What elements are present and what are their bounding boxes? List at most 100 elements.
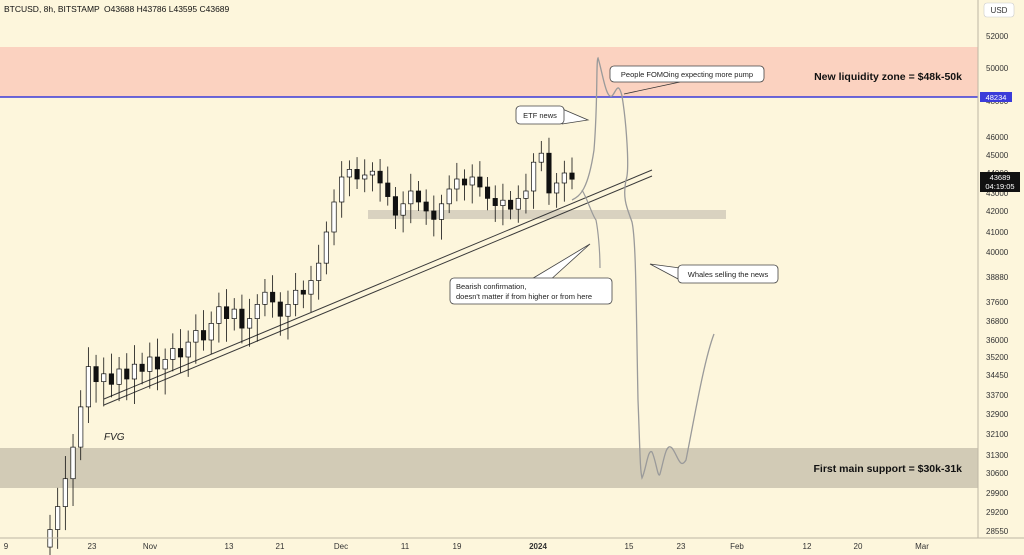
ohlc-header: O43688 H43786 L43595 C43689 (104, 4, 230, 14)
x-tick-label: 13 (225, 542, 234, 551)
candle-body (208, 323, 214, 341)
x-tick-label: 11 (401, 542, 410, 551)
candle-body (515, 198, 521, 210)
candle-body (108, 373, 114, 385)
candle-body (461, 178, 468, 186)
x-tick-label: Nov (143, 542, 157, 551)
projection-path (571, 56, 715, 480)
candle-body (270, 291, 276, 303)
y-tick-label: 38880 (986, 273, 1009, 282)
svg-text:doesn't matter if from higher: doesn't matter if from higher or from he… (456, 292, 592, 301)
y-tick-label: 32900 (986, 410, 1009, 419)
candle-body (431, 210, 437, 220)
candle-body (346, 169, 352, 178)
support-zone (0, 448, 978, 488)
candle-body (538, 152, 544, 163)
y-tick-label: 35200 (986, 353, 1009, 362)
candle-body (400, 203, 406, 216)
candle-body (446, 188, 452, 205)
candle-body (531, 161, 537, 192)
x-tick-label: 15 (625, 542, 634, 551)
x-tick-label: Mar (915, 542, 929, 551)
svg-text:48234: 48234 (986, 93, 1007, 102)
x-axis-ticks: 9 23 Nov 13 21 Dec 11 19 2024 15 23 Feb 12 20 Mar (4, 542, 929, 551)
y-tick-label: 43000 (986, 189, 1009, 198)
candle-body (454, 178, 460, 190)
svg-text:ETF news: ETF news (523, 111, 557, 120)
x-tick-label: Dec (334, 542, 348, 551)
x-tick-label: 20 (854, 542, 863, 551)
candle-body (200, 330, 207, 341)
x-tick-label: 12 (803, 542, 812, 551)
candle-body (485, 186, 491, 199)
consolidation-box (368, 210, 726, 219)
candle-body (131, 363, 137, 380)
y-tick-label: 52000 (986, 32, 1009, 41)
support-zone-label: First main support = $30k-31k (813, 463, 962, 475)
candle-body (423, 201, 429, 212)
candle-body (193, 330, 199, 343)
candle-body (285, 304, 291, 317)
trendline-upper (103, 169, 653, 400)
candle-body (293, 289, 299, 305)
y-tick-label: 34450 (986, 371, 1009, 380)
candle-body (500, 199, 506, 206)
candle-body (254, 304, 260, 319)
x-tick-label: 23 (677, 542, 686, 551)
y-tick-label: 29900 (986, 489, 1009, 498)
candle-body (561, 172, 567, 184)
y-tick-label: 50000 (986, 64, 1009, 73)
candle-body (554, 182, 560, 194)
callout-bearish: Bearish confirmation, doesn't matter if … (449, 243, 613, 305)
candle-body (116, 368, 122, 385)
y-tick-label: 36800 (986, 317, 1009, 326)
candle-body (385, 182, 391, 197)
candle-body (469, 176, 475, 186)
fvg-label: FVG (104, 432, 125, 443)
candle-body (354, 169, 360, 180)
x-tick-label: 9 (4, 542, 9, 551)
candle-body (55, 506, 61, 530)
candle-body (170, 348, 176, 360)
y-tick-label: 31300 (986, 451, 1009, 460)
y-tick-label: 30600 (986, 469, 1009, 478)
candle-body (331, 201, 337, 233)
x-tick-label: 2024 (529, 542, 547, 551)
candle-body (139, 363, 145, 372)
currency-box (983, 2, 1015, 18)
svg-text:04:19:05: 04:19:05 (985, 182, 1014, 191)
y-tick-label: 40000 (986, 248, 1009, 257)
symbol-header: BTCUSD, 8h, BITSTAMP (4, 4, 100, 14)
candle-body (162, 359, 168, 370)
liquidity-zone (0, 47, 978, 97)
candle-body (177, 348, 184, 358)
candle-body (569, 172, 575, 180)
candle-body (216, 306, 222, 324)
candle-body (323, 231, 329, 264)
x-tick-label: 23 (88, 542, 97, 551)
svg-text:Whales selling the news: Whales selling the news (688, 270, 769, 279)
candle-body (316, 262, 322, 281)
candle-body (78, 406, 84, 448)
candle-body (415, 190, 422, 203)
candle-body (62, 478, 68, 507)
candle-body (492, 198, 498, 206)
liquidity-zone-label: New liquidity zone = $48k-50k (814, 71, 962, 83)
price-marker-last: 43689 04:19:05 (980, 172, 1020, 192)
candle-body (231, 308, 237, 319)
candle-body (154, 356, 161, 370)
candle-body (262, 291, 268, 305)
candle-body (124, 368, 130, 380)
svg-text:43689: 43689 (990, 173, 1011, 182)
candle-body (339, 176, 345, 203)
trendline-lower (103, 175, 653, 406)
candle-body (239, 308, 245, 329)
candle-body (101, 373, 107, 383)
candle-body (85, 366, 91, 408)
y-tick-label: 33700 (986, 391, 1009, 400)
candle-body (408, 190, 414, 205)
candle-body (224, 306, 230, 319)
y-tick-label: 46000 (986, 133, 1009, 142)
price-marker-level: 48234 (980, 92, 1012, 102)
